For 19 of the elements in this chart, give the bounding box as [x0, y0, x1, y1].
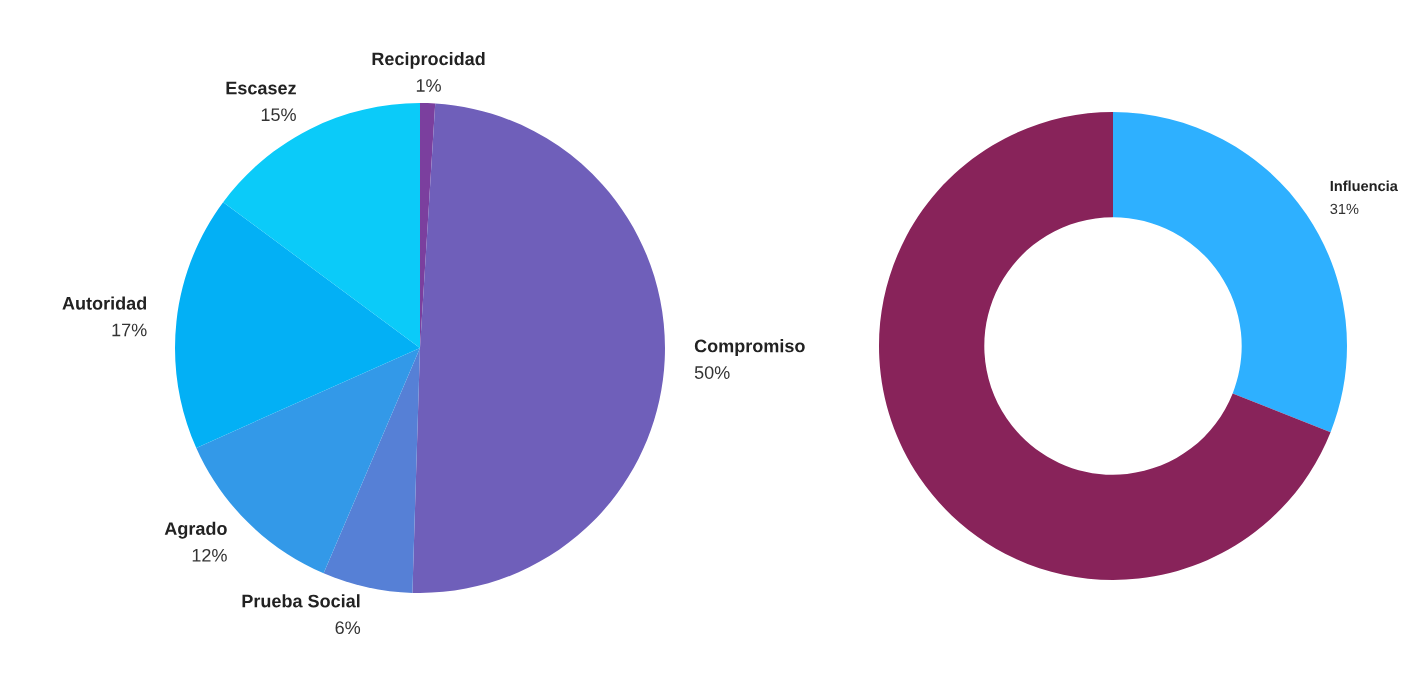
data-label: 12%: [192, 548, 227, 562]
pie-slice: [223, 103, 420, 348]
data-label: 17%: [112, 323, 147, 337]
slice-label: Autoridad: [62, 296, 147, 310]
slice-label: Influencia: [1330, 180, 1398, 192]
slice-label: Prueba Social: [242, 594, 360, 608]
data-label: 1%: [416, 79, 441, 92]
slice-label: Agrado: [164, 521, 227, 539]
pie-slice: [323, 348, 420, 593]
data-label: 31%: [1330, 203, 1359, 215]
data-label: 50%: [694, 366, 730, 379]
slice-label: Compromiso: [694, 339, 805, 356]
data-label: 15%: [261, 108, 296, 122]
slice-label: Reciprocidad: [372, 52, 485, 69]
pie-slice: [175, 202, 420, 448]
data-label: 6%: [335, 621, 361, 635]
slice-label: Escasez: [226, 81, 296, 95]
donut-slice: [879, 112, 1331, 580]
pie-slice: [412, 103, 665, 593]
